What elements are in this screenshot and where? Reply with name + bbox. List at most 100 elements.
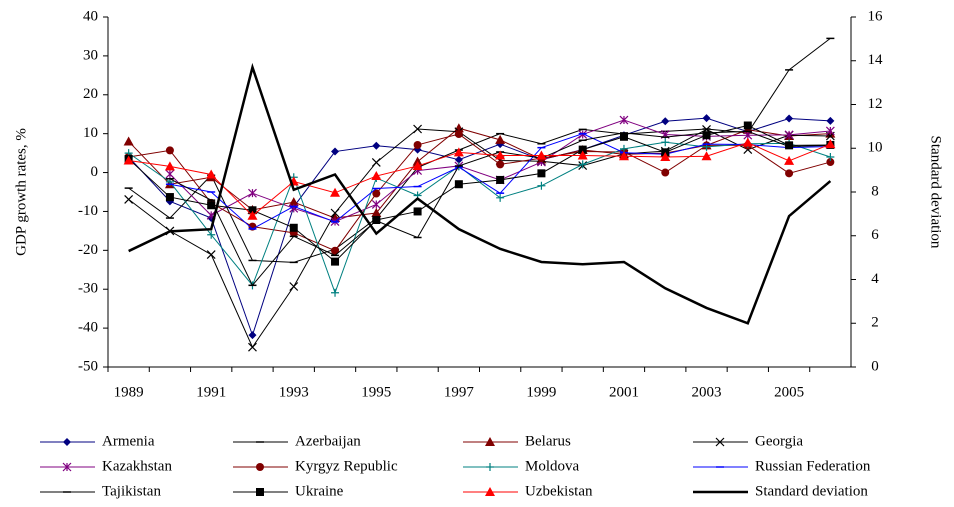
legend-label: Azerbaijan — [295, 433, 361, 449]
x-tick-label: 2005 — [774, 384, 804, 400]
marker — [124, 194, 134, 204]
x-tick-label: 1991 — [196, 384, 226, 400]
marker — [331, 257, 340, 266]
x-tick-label: 2001 — [609, 384, 639, 400]
marker — [288, 197, 299, 207]
y-tick-label: 40 — [83, 8, 98, 24]
x-tick-label: 2003 — [692, 384, 722, 400]
marker — [496, 193, 505, 202]
marker — [371, 200, 381, 209]
marker — [413, 140, 422, 149]
marker — [248, 206, 257, 215]
y-tick-label: 20 — [83, 86, 98, 102]
marker — [372, 141, 381, 150]
marker — [537, 181, 546, 190]
legend-entry: Armenia — [40, 433, 155, 449]
marker — [372, 216, 381, 224]
series — [165, 115, 835, 226]
legend-label: Tajikistan — [102, 483, 161, 499]
y2-tick-label: 0 — [871, 358, 879, 374]
legend-label: Kyrgyz Republic — [295, 458, 398, 474]
legend-entry: Azerbaijan — [233, 433, 361, 449]
y2-tick-label: 4 — [871, 271, 879, 287]
marker — [578, 160, 587, 169]
series — [123, 137, 836, 220]
legend-label: Georgia — [755, 433, 803, 449]
series-line — [128, 127, 831, 219]
marker — [485, 437, 495, 446]
marker — [330, 208, 340, 218]
marker — [248, 331, 257, 340]
marker — [63, 438, 71, 446]
marker — [206, 169, 217, 179]
legend-entry: Standard deviation — [693, 483, 868, 499]
marker — [485, 487, 495, 496]
marker — [661, 117, 670, 126]
y-axis-label: GDP growth rates, % — [13, 128, 29, 256]
marker — [536, 150, 547, 160]
marker — [784, 155, 795, 165]
y2-tick-label: 12 — [868, 96, 883, 112]
legend-entry: Kazakhstan — [40, 458, 172, 474]
series — [128, 62, 832, 325]
marker — [661, 168, 670, 177]
marker — [825, 139, 836, 149]
marker — [371, 171, 382, 181]
marker — [454, 130, 463, 139]
y2-tick-label: 6 — [871, 227, 879, 243]
marker — [248, 342, 257, 352]
marker — [785, 141, 794, 150]
marker — [486, 463, 494, 471]
y-tick-label: 30 — [83, 47, 98, 63]
y-tick-label: -30 — [78, 281, 98, 297]
series-line — [128, 62, 832, 325]
marker — [206, 250, 216, 260]
marker — [123, 155, 134, 165]
marker — [371, 208, 382, 217]
marker — [256, 463, 264, 471]
legend-entry: Russian Federation — [693, 458, 871, 474]
marker — [702, 131, 711, 140]
y2-tick-label: 2 — [871, 315, 879, 331]
marker — [826, 116, 835, 125]
marker — [618, 151, 629, 161]
marker — [619, 115, 629, 125]
legend-entry: Ukraine — [233, 483, 344, 499]
marker — [412, 160, 423, 170]
legend-entry: Georgia — [693, 433, 803, 449]
marker — [331, 246, 340, 255]
marker — [331, 288, 340, 297]
marker — [165, 169, 175, 179]
marker — [715, 437, 725, 447]
marker — [207, 230, 216, 239]
marker — [660, 152, 671, 161]
marker — [371, 158, 381, 167]
marker — [701, 151, 712, 161]
marker — [248, 188, 257, 198]
marker — [742, 137, 753, 147]
marker — [496, 175, 505, 184]
marker — [165, 146, 174, 155]
marker — [454, 180, 463, 189]
marker — [256, 488, 264, 496]
marker — [702, 114, 711, 123]
y2-tick-label: 10 — [868, 140, 883, 156]
series-line — [128, 117, 831, 337]
marker — [413, 207, 422, 216]
marker — [578, 145, 587, 154]
series-line — [128, 141, 831, 295]
y-tick-label: -10 — [78, 203, 98, 219]
legend-entry: Belarus — [463, 433, 571, 449]
legend-label: Uzbekistan — [525, 483, 593, 499]
marker — [330, 187, 341, 197]
legend-entry: Kyrgyz Republic — [233, 458, 398, 474]
marker — [661, 138, 670, 147]
marker — [164, 161, 175, 171]
legend-entry: Uzbekistan — [463, 483, 593, 499]
marker — [289, 223, 298, 232]
y-tick-label: -40 — [78, 320, 98, 336]
marker — [62, 462, 72, 472]
legend-entry: Tajikistan — [40, 483, 161, 499]
y-tick-label: 10 — [83, 125, 98, 141]
marker — [413, 124, 423, 134]
